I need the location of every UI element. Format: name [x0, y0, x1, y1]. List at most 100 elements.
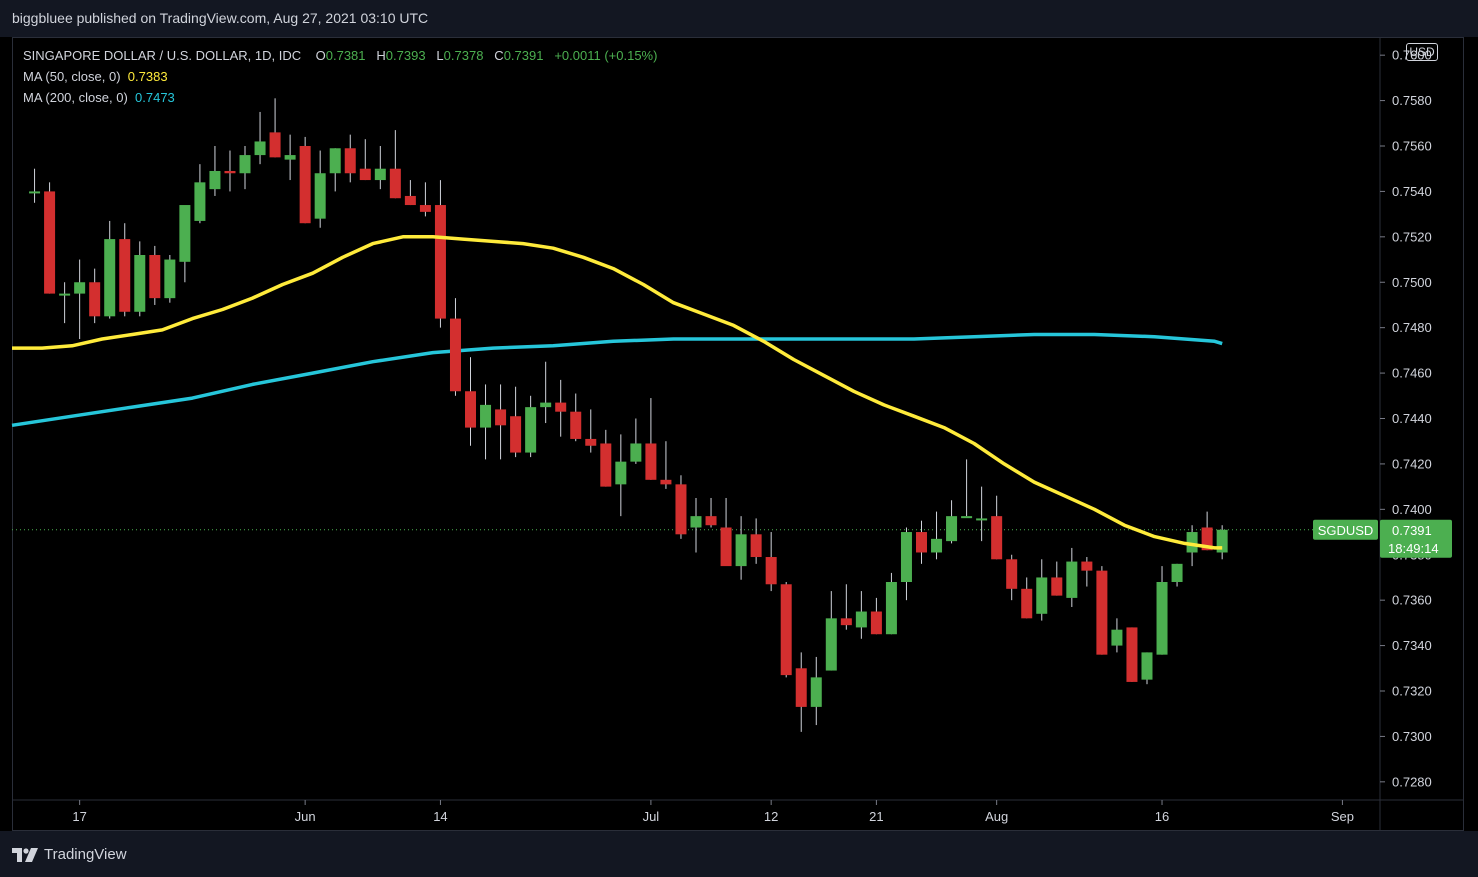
candle-body	[780, 584, 792, 676]
candle-body	[179, 205, 191, 262]
y-tick-label: 0.7540	[1392, 184, 1432, 199]
candle-body	[961, 516, 973, 519]
candle-body	[510, 416, 522, 453]
open-value: 0.7381	[325, 48, 366, 63]
x-tick-label: Jun	[295, 809, 316, 824]
candle	[825, 591, 837, 671]
change-value: +0.0011 (+0.15%)	[554, 48, 658, 63]
candle	[254, 111, 266, 165]
candle	[855, 591, 867, 639]
candle	[630, 418, 642, 464]
ma200-label: MA (200, close, 0)	[23, 90, 128, 105]
candle	[329, 148, 341, 192]
candle-body	[1156, 582, 1168, 655]
candle	[419, 182, 431, 217]
candle-body	[224, 170, 236, 174]
candle-body	[976, 518, 988, 521]
candle	[29, 168, 41, 203]
candle	[359, 139, 371, 181]
candle-body	[284, 155, 296, 160]
candle-body	[449, 318, 461, 392]
candle-body	[314, 173, 326, 219]
currency-button[interactable]: USD	[1406, 43, 1438, 61]
candle	[179, 205, 191, 283]
candle	[59, 282, 71, 324]
candle-body	[44, 191, 56, 294]
low-value: 0.7378	[443, 48, 484, 63]
candle	[735, 516, 747, 580]
legend-ma200-row[interactable]: MA (200, close, 0) 0.7473	[23, 87, 657, 108]
tradingview-logo[interactable]: TradingView	[12, 846, 127, 863]
candle-body	[991, 516, 1003, 560]
candle	[269, 98, 281, 158]
candle-body	[1111, 629, 1123, 646]
candle	[1171, 563, 1183, 587]
candle	[961, 459, 973, 519]
ma50-value: 0.7383	[127, 69, 168, 84]
candle	[44, 182, 56, 294]
candle-body	[525, 407, 537, 453]
candle	[284, 134, 296, 181]
candle	[690, 497, 702, 553]
candle	[991, 495, 1003, 560]
candle-body	[209, 170, 221, 190]
candle-body	[825, 618, 837, 671]
candle	[976, 486, 988, 542]
candle-body	[419, 205, 431, 212]
candle-body	[89, 282, 101, 317]
legend-symbol-row: SINGAPORE DOLLAR / U.S. DOLLAR, 1D, IDC …	[23, 45, 657, 66]
candle	[840, 584, 852, 630]
y-tick-label: 0.7300	[1392, 729, 1432, 744]
symbol-tag-bg	[1313, 519, 1378, 540]
candle-body	[269, 132, 281, 158]
x-tick-label: 17	[72, 809, 86, 824]
candle-body	[810, 677, 822, 707]
y-tick-label: 0.7560	[1392, 139, 1432, 154]
y-tick-label: 0.7440	[1392, 411, 1432, 426]
candle	[344, 134, 356, 183]
candle-body	[389, 168, 401, 199]
y-tick-label: 0.7400	[1392, 502, 1432, 517]
candle-body	[855, 611, 867, 628]
candle	[495, 384, 507, 460]
candle	[510, 386, 522, 458]
candle	[1081, 557, 1093, 587]
candle-body	[1081, 561, 1093, 571]
candle-body	[254, 141, 266, 156]
candle	[480, 384, 492, 460]
y-tick-label: 0.7480	[1392, 320, 1432, 335]
candle	[119, 223, 131, 317]
candle	[1141, 652, 1153, 685]
candle-body	[720, 527, 732, 567]
candle	[915, 520, 927, 564]
candle-body	[675, 484, 687, 535]
candle-body	[931, 538, 943, 553]
top-bar	[0, 0, 1478, 37]
legend-ma50-row[interactable]: MA (50, close, 0) 0.7383	[23, 66, 657, 87]
candle	[89, 268, 101, 324]
y-tick-label: 0.7420	[1392, 456, 1432, 471]
price-tag-bg	[1380, 519, 1452, 558]
candle-body	[104, 239, 116, 317]
y-tick-label: 0.7520	[1392, 229, 1432, 244]
candle-body	[359, 168, 371, 181]
candle-body	[480, 404, 492, 428]
chart-frame[interactable]	[12, 37, 1464, 831]
price-tag-value: 0.7391	[1392, 523, 1432, 538]
symbol-name[interactable]: SINGAPORE DOLLAR / U.S. DOLLAR, 1D, IDC	[23, 48, 302, 63]
tradingview-logo-text: TradingView	[44, 846, 127, 863]
x-tick-label: Jul	[643, 809, 660, 824]
candle	[780, 582, 792, 678]
candle	[525, 395, 537, 458]
candle	[374, 146, 386, 190]
candle	[660, 441, 672, 489]
candle-body	[630, 443, 642, 462]
candle-body	[1021, 588, 1033, 619]
candle-body	[194, 182, 206, 221]
candle	[600, 429, 612, 487]
candle-body	[735, 534, 747, 567]
close-label: C	[494, 48, 504, 63]
close-value: 0.7391	[503, 48, 544, 63]
candle	[1126, 627, 1138, 682]
